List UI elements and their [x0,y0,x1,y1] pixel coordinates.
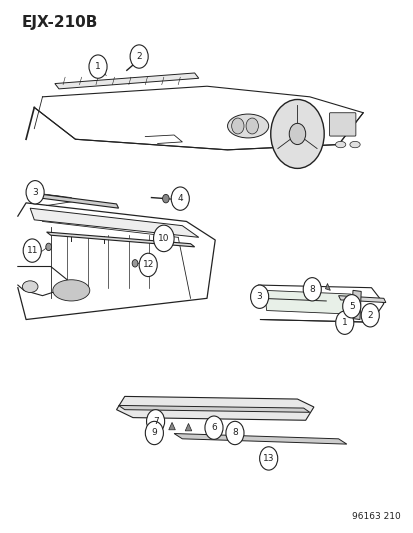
Text: 3: 3 [256,292,262,301]
Polygon shape [174,433,346,444]
Circle shape [171,187,189,211]
Circle shape [335,311,353,334]
Polygon shape [38,194,118,208]
Text: 8: 8 [232,429,237,438]
Ellipse shape [227,114,268,138]
Circle shape [162,195,169,203]
Text: 4: 4 [177,194,183,203]
Circle shape [342,295,360,318]
Circle shape [204,416,223,439]
Circle shape [139,253,157,277]
Text: 8: 8 [309,285,314,294]
Text: EJX-210B: EJX-210B [22,14,98,30]
Text: 13: 13 [262,454,274,463]
Circle shape [225,421,243,445]
Text: 12: 12 [142,261,154,269]
Circle shape [130,45,148,68]
Polygon shape [325,284,330,290]
Text: 2: 2 [367,311,372,320]
Polygon shape [30,208,198,237]
FancyBboxPatch shape [329,113,355,136]
Text: 10: 10 [158,234,169,243]
Text: 5: 5 [348,302,354,311]
Text: 11: 11 [26,246,38,255]
Circle shape [23,239,41,262]
Circle shape [46,243,52,251]
Circle shape [132,260,138,267]
Text: 7: 7 [152,417,158,426]
Text: 6: 6 [211,423,216,432]
Polygon shape [351,290,360,319]
Text: 3: 3 [32,188,38,197]
Polygon shape [264,290,352,314]
Polygon shape [338,296,385,303]
Ellipse shape [22,281,38,293]
Circle shape [145,421,163,445]
Ellipse shape [335,141,345,148]
Circle shape [231,118,243,134]
Circle shape [146,410,164,433]
Circle shape [245,118,258,134]
Ellipse shape [349,141,359,148]
Polygon shape [55,73,198,89]
Ellipse shape [53,280,90,301]
Circle shape [153,225,174,252]
Text: 2: 2 [136,52,142,61]
Text: 1: 1 [95,62,101,71]
Circle shape [360,304,378,327]
Circle shape [302,278,320,301]
Circle shape [250,285,268,309]
Polygon shape [185,423,191,431]
Polygon shape [116,397,313,420]
Text: 9: 9 [151,429,157,438]
Circle shape [289,123,305,144]
Polygon shape [216,424,222,432]
Circle shape [259,447,277,470]
Polygon shape [47,232,194,247]
Circle shape [89,55,107,78]
Circle shape [270,100,323,168]
Text: 1: 1 [341,318,347,327]
Text: 96163 210: 96163 210 [351,512,399,521]
Polygon shape [169,422,175,430]
Circle shape [26,181,44,204]
Polygon shape [118,406,309,413]
